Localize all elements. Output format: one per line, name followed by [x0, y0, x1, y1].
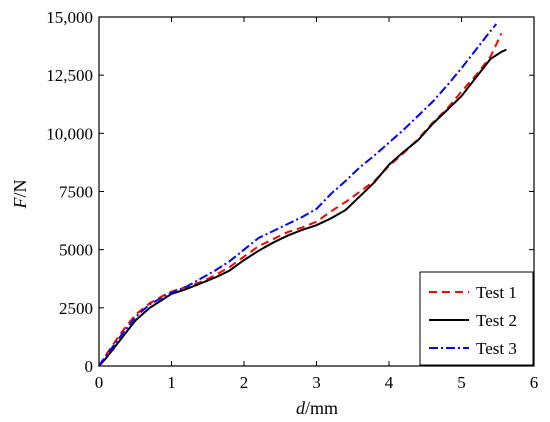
- y-tick-label: 0: [85, 357, 94, 376]
- y-tick-label: 12,500: [46, 66, 93, 85]
- series-line-test-2: [98, 48, 507, 367]
- y-tick-label: 7500: [59, 183, 93, 202]
- series-layer: [98, 23, 507, 367]
- y-tick-label: 15,000: [46, 8, 93, 27]
- x-axis-label: d/mm: [296, 398, 338, 418]
- y-axis-label: F/N: [10, 179, 30, 209]
- x-axis-label-unit: /mm: [305, 398, 338, 418]
- legend: Test 1 Test 2 Test 3: [419, 271, 534, 366]
- legend-label-test-2: Test 2: [476, 311, 517, 330]
- x-axis-label-var: d: [296, 398, 306, 418]
- series-line-test-1: [98, 32, 503, 367]
- x-tick-label: 0: [95, 373, 104, 392]
- legend-label-test-3: Test 3: [476, 339, 517, 358]
- x-tick-label: 1: [167, 373, 176, 392]
- y-tick-label: 10,000: [46, 124, 93, 143]
- legend-box: [419, 271, 534, 366]
- x-tick-label: 3: [312, 373, 321, 392]
- x-tick-label: 5: [457, 373, 466, 392]
- y-tick-label: 2500: [59, 299, 93, 318]
- y-tick-label: 5000: [59, 241, 93, 260]
- x-tick-label: 6: [530, 373, 539, 392]
- x-tick-label: 4: [385, 373, 394, 392]
- x-tick-label: 2: [240, 373, 249, 392]
- y-axis-label-var: F: [10, 197, 30, 210]
- y-axis-label-unit: /N: [10, 179, 30, 197]
- legend-label-test-1: Test 1: [476, 283, 517, 302]
